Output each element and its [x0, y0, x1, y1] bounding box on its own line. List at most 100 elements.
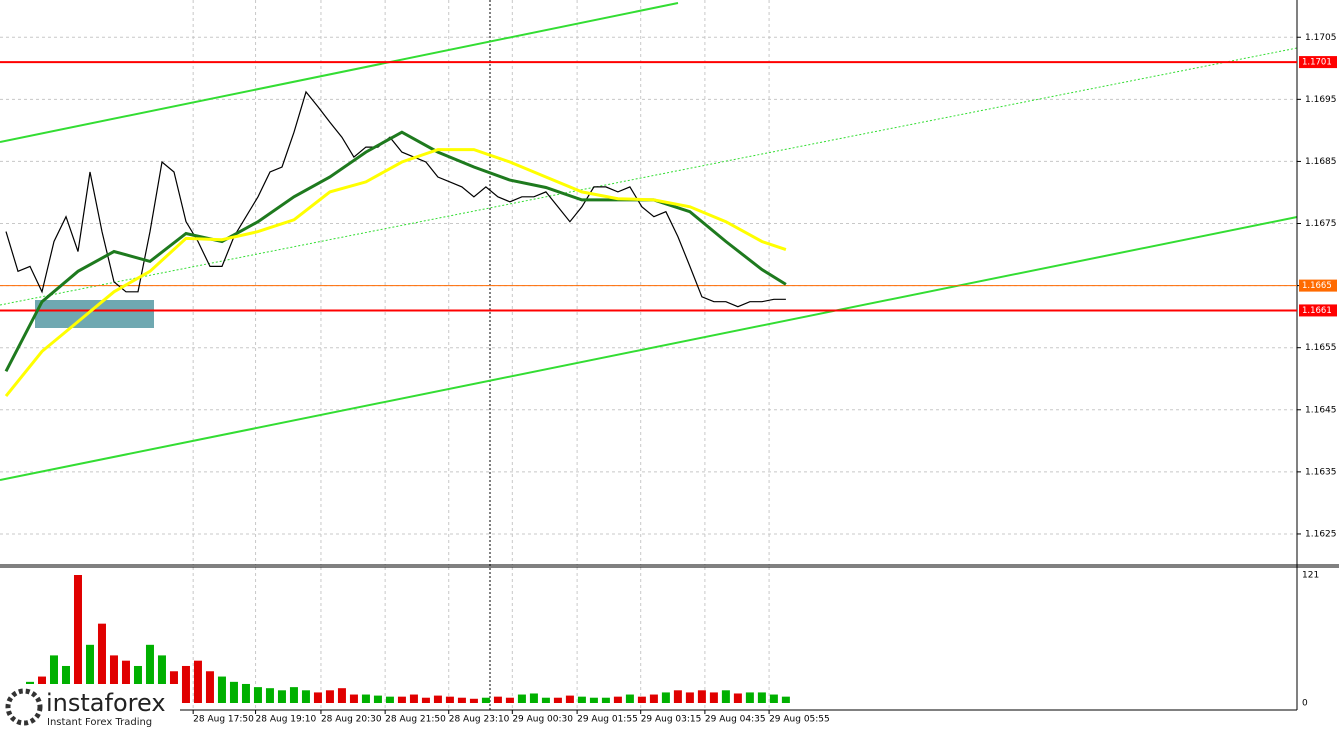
volume-bar: [253, 687, 262, 703]
volume-bar: [121, 660, 130, 703]
volume-bar: [637, 696, 646, 703]
logo-tagline: Instant Forex Trading: [47, 717, 152, 728]
x-tick-label: 28 Aug 17:50: [193, 715, 254, 725]
y-tick-label: 1.1625: [1305, 529, 1337, 539]
volume-bar: [625, 694, 634, 703]
logo: instaforex Instant Forex Trading: [0, 684, 180, 731]
y-tick-label: 1.1675: [1305, 219, 1337, 229]
volume-bar: [109, 655, 118, 703]
volume-bar: [661, 692, 670, 703]
volume-bar: [373, 695, 382, 703]
volume-bar: [385, 696, 394, 703]
volume-bar: [193, 660, 202, 703]
volume-bar: [493, 696, 502, 703]
volume-bar: [181, 665, 190, 703]
volume-bar: [433, 695, 442, 703]
volume-bar: [301, 690, 310, 703]
volume-bar: [85, 644, 94, 703]
volume-bar: [577, 696, 586, 703]
volume-bar: [781, 696, 790, 703]
level-label-bg: [1299, 304, 1337, 317]
volume-bar: [481, 697, 490, 703]
y-tick-label: 1.1635: [1305, 467, 1337, 477]
volume-bar: [145, 644, 154, 703]
y-tick-label: 1.1705: [1305, 33, 1337, 43]
price-line: [5, 90, 786, 308]
volume-bar: [157, 655, 166, 703]
volume-bar: [349, 694, 358, 703]
level-label-bg: [1299, 56, 1337, 69]
volume-bar: [697, 690, 706, 703]
volume-bar: [277, 690, 286, 703]
x-tick-label: 28 Aug 19:10: [256, 715, 317, 725]
volume-bar: [685, 692, 694, 703]
volume-bar: [361, 694, 370, 703]
volume-bar: [733, 693, 742, 703]
level-label: 1.1701: [1302, 58, 1332, 68]
volume-bar: [205, 671, 214, 703]
volume-bar: [589, 697, 598, 703]
volume-bar: [769, 694, 778, 703]
x-tick-label: 29 Aug 05:55: [769, 715, 830, 725]
volume-bar: [517, 694, 526, 703]
volume-bar: [421, 697, 430, 703]
volume-bar: [325, 690, 334, 703]
volume-bar: [529, 693, 538, 703]
volume-bar: [409, 694, 418, 703]
volume-bar: [241, 683, 250, 703]
y-tick-label: 1.1685: [1305, 157, 1337, 167]
volume-bar: [73, 575, 82, 703]
y-tick-label: 1.1695: [1305, 95, 1337, 105]
x-tick-label: 28 Aug 23:10: [449, 715, 510, 725]
level-label: 1.1665: [1302, 281, 1332, 291]
level-label-bg: [1299, 279, 1337, 292]
volume-bar: [613, 696, 622, 703]
volume-bar: [709, 692, 718, 703]
x-tick-label: 29 Aug 04:35: [705, 715, 766, 725]
volume-bar: [313, 692, 322, 703]
volume-bar: [505, 697, 514, 703]
volume-bar: [445, 696, 454, 703]
y-tick-label: 121: [1302, 571, 1319, 581]
volume-bar: [553, 697, 562, 703]
moving-average: [4, 130, 787, 372]
logo-icon: [5, 688, 43, 726]
volume-bar: [265, 688, 274, 703]
y-tick-label: 0: [1302, 699, 1308, 709]
x-tick-label: 29 Aug 03:15: [641, 715, 702, 725]
volume-bar: [469, 698, 478, 703]
channel-line: [0, 2, 679, 143]
volume-bar: [457, 697, 466, 703]
x-tick-label: 29 Aug 00:30: [512, 715, 573, 725]
zone: [35, 300, 154, 328]
trend-line: [0, 47, 1298, 306]
volume-bar: [601, 697, 610, 703]
volume-bar: [397, 696, 406, 703]
moving-average: [4, 148, 787, 398]
volume-bar: [229, 681, 238, 703]
volume-bar: [337, 688, 346, 703]
channel-line: [0, 216, 1298, 481]
y-tick-label: 1.1655: [1305, 343, 1337, 353]
logo-name: instaforex: [46, 689, 166, 717]
x-tick-label: 28 Aug 20:30: [321, 715, 382, 725]
volume-bar: [217, 676, 226, 703]
y-tick-label: 1.1645: [1305, 405, 1337, 415]
volume-bar: [565, 695, 574, 703]
volume-bar: [49, 655, 58, 703]
volume-bar: [745, 692, 754, 703]
volume-bar: [541, 697, 550, 703]
level-label: 1.1661: [1302, 306, 1332, 316]
volume-bar: [289, 687, 298, 703]
volume-bar: [721, 690, 730, 703]
volume-bar: [757, 692, 766, 703]
x-tick-label: 29 Aug 01:55: [577, 715, 638, 725]
volume-bar: [97, 623, 106, 703]
annotations: [0, 0, 1298, 710]
x-tick-label: 28 Aug 21:50: [385, 715, 446, 725]
volume-bar: [649, 694, 658, 703]
volume-bar: [673, 690, 682, 703]
